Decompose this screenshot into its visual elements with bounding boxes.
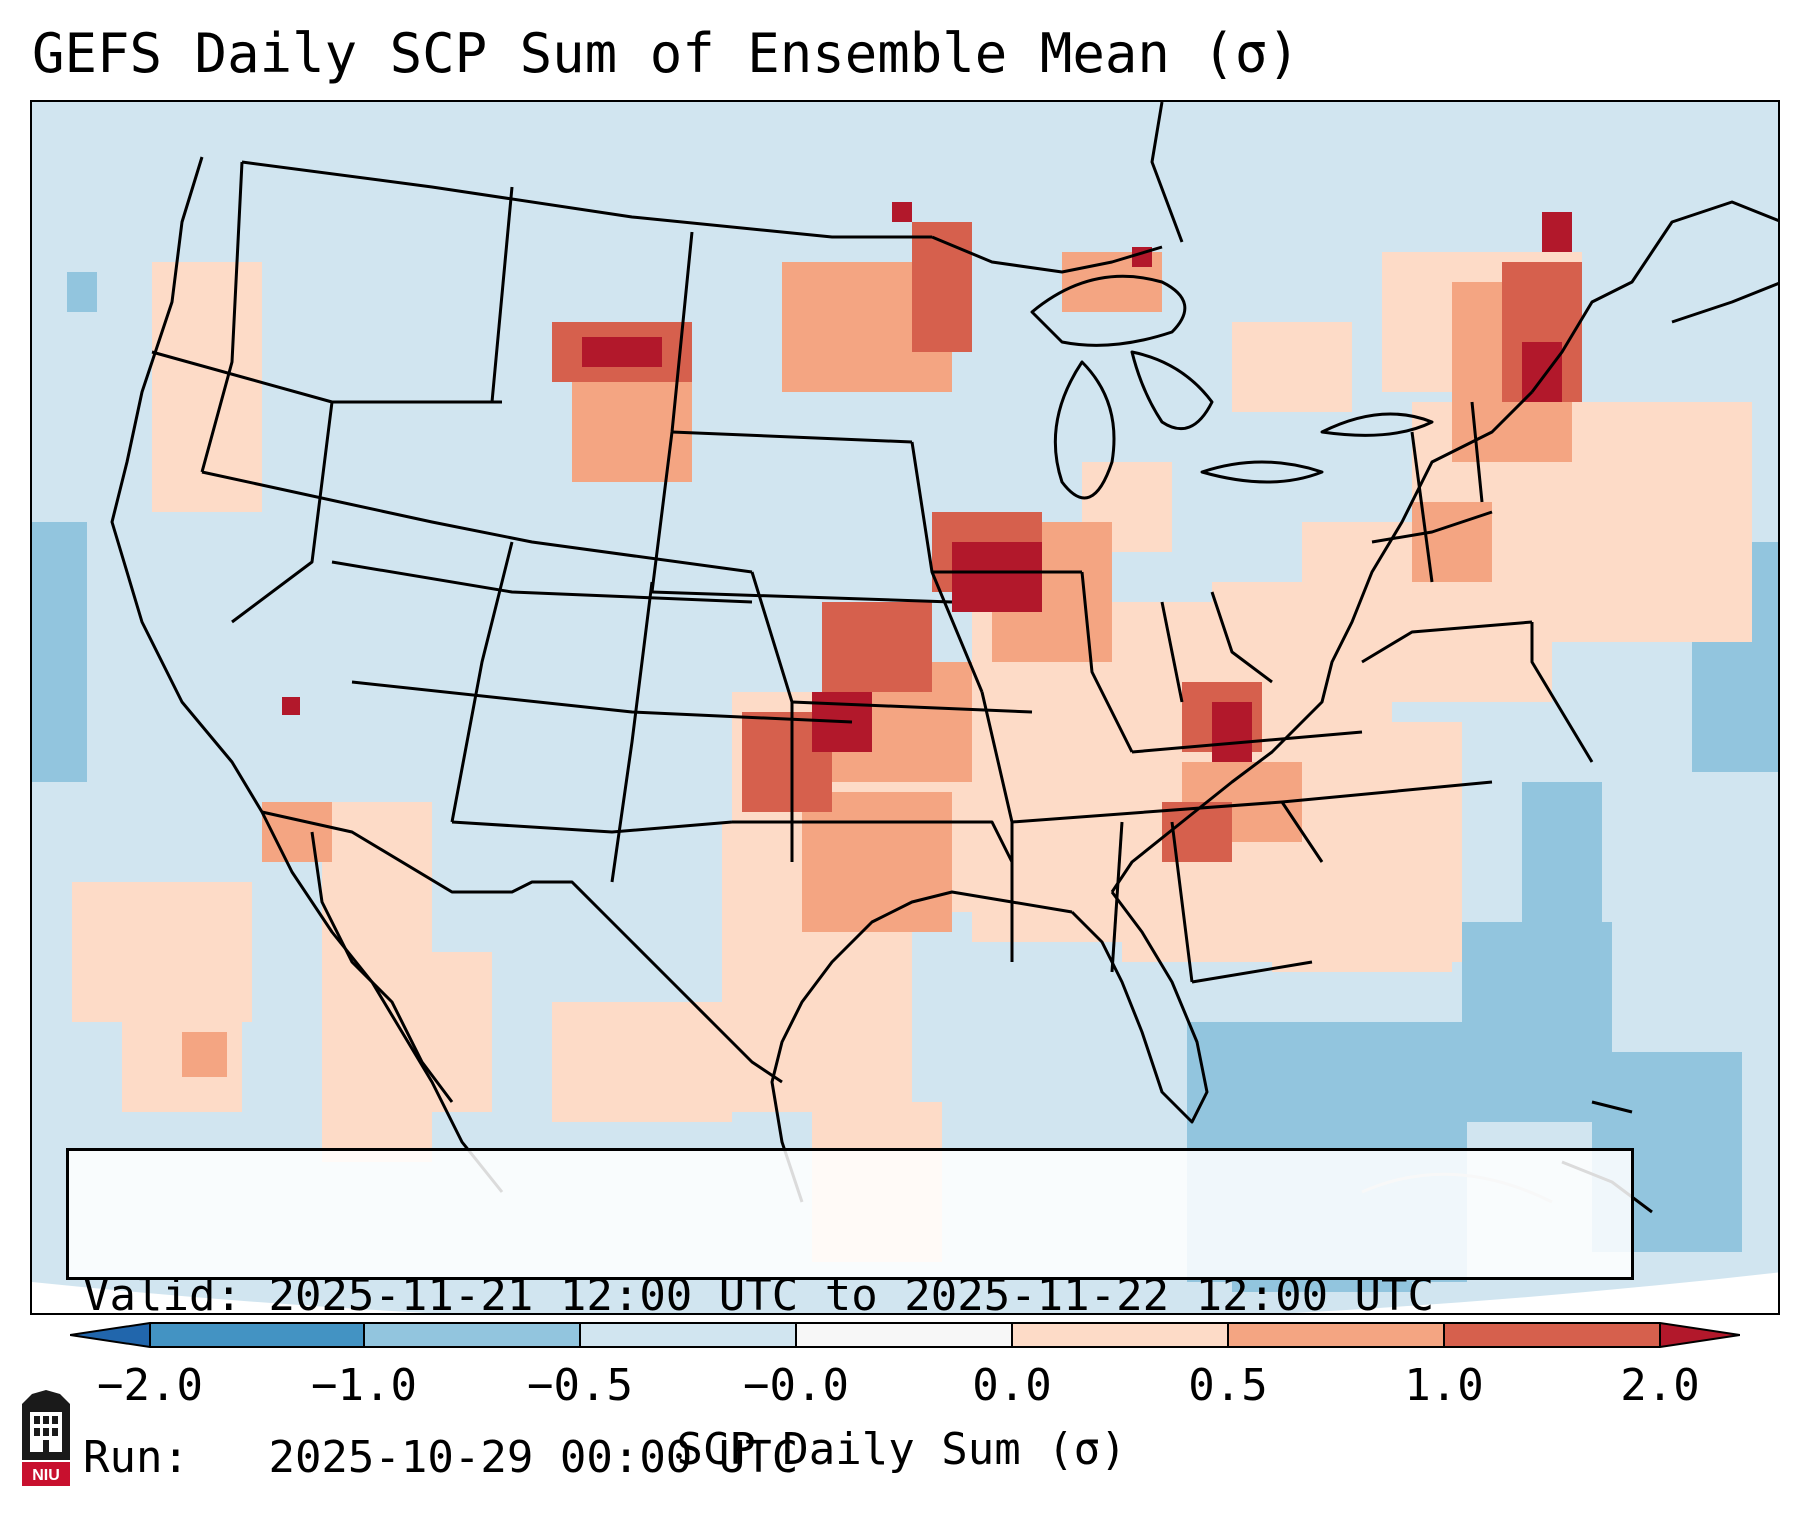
- colorbar: [70, 1322, 1740, 1348]
- projection-edge: [32, 1272, 1778, 1313]
- colorbar-bin: [796, 1323, 1012, 1347]
- valid-row: Valid: 2025-11-21 12:00 UTC to 2025-11-2…: [83, 1269, 1617, 1323]
- colorbar-tick-label: −0.5: [527, 1360, 633, 1411]
- colorbar-tick-label: −2.0: [97, 1360, 203, 1411]
- colorbar-tick-label: 1.0: [1404, 1360, 1484, 1411]
- colorbar-bin: [1228, 1323, 1444, 1347]
- colorbar-bin: [150, 1323, 364, 1347]
- niu-logo: NIU: [22, 1390, 70, 1486]
- colorbar-bin: [1012, 1323, 1228, 1347]
- colorbar-tick-label: 0.0: [972, 1360, 1052, 1411]
- colorbar-extend-low: [70, 1323, 150, 1347]
- colorbar-extend-high: [1660, 1323, 1740, 1347]
- colorbar-bin: [1444, 1323, 1660, 1347]
- colorbar-tick-label: 2.0: [1620, 1360, 1700, 1411]
- valid-label: Valid:: [83, 1270, 242, 1321]
- colorbar-label: SCP Daily Sum (σ): [676, 1424, 1127, 1475]
- map-panel: [30, 100, 1780, 1315]
- colorbar-bin: [580, 1323, 796, 1347]
- map-canvas: [32, 102, 1778, 1313]
- run-value: 2025-10-29 00:00 UTC: [268, 1432, 799, 1483]
- valid-value: 2025-11-21 12:00 UTC to 2025-11-22 12:00…: [268, 1270, 1435, 1321]
- chart-title: GEFS Daily SCP Sum of Ensemble Mean (σ): [32, 22, 1300, 85]
- colorbar-ticks: [149, 1323, 1661, 1347]
- colorbar-tick-label: −1.0: [311, 1360, 417, 1411]
- run-label: Run:: [83, 1432, 189, 1483]
- colorbar-bin: [364, 1323, 580, 1347]
- logo-text: NIU: [32, 1467, 60, 1484]
- valid-run-info-box: Valid: 2025-11-21 12:00 UTC to 2025-11-2…: [66, 1148, 1634, 1483]
- colorbar-tick-label: 0.5: [1188, 1360, 1268, 1411]
- run-row: Run: 2025-10-29 00:00 UTC: [83, 1431, 1617, 1485]
- boundaries: [110, 102, 1778, 1214]
- colorbar-tick-label: −0.0: [743, 1360, 849, 1411]
